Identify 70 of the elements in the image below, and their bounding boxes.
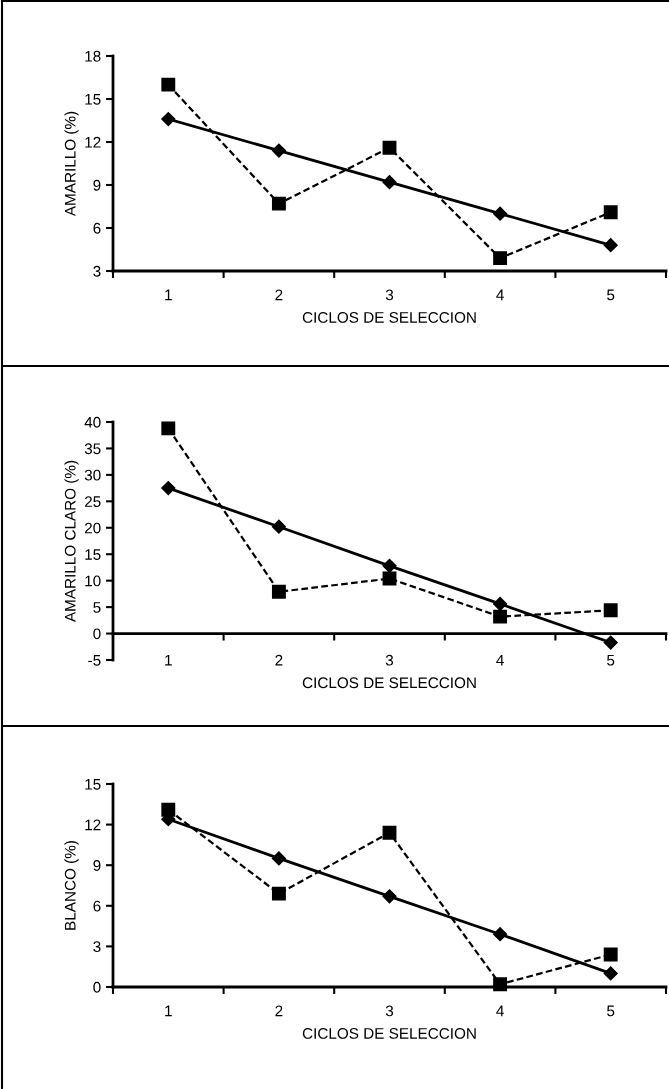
x-tick-label: 1 xyxy=(165,289,172,301)
y-axis-title: AMARILLO CLARO (%) xyxy=(64,460,79,623)
x-tick-label: 1 xyxy=(165,1005,172,1017)
point xyxy=(493,927,508,942)
point xyxy=(382,825,397,840)
point xyxy=(603,238,618,253)
y-tick-label: -5 xyxy=(88,655,101,666)
point xyxy=(271,143,286,158)
point xyxy=(271,584,286,599)
y-tick-label: 40 xyxy=(84,416,101,428)
y-tick-label: 6 xyxy=(93,900,101,912)
point xyxy=(493,609,508,624)
x-tick-label: 2 xyxy=(275,289,283,301)
y-tick-label: 30 xyxy=(84,469,101,481)
y-axis-title: AMARILLO (%) xyxy=(64,111,79,217)
point xyxy=(382,140,397,155)
point xyxy=(603,947,618,962)
y-tick-label: 15 xyxy=(85,779,101,790)
point xyxy=(161,802,176,817)
point xyxy=(382,558,397,573)
point xyxy=(603,205,618,220)
y-tick-label: 0 xyxy=(93,628,101,640)
y-tick-label: 6 xyxy=(93,222,101,234)
y-tick-label: 35 xyxy=(84,443,101,455)
point xyxy=(382,175,397,190)
y-tick-label: 9 xyxy=(93,860,101,871)
x-tick-label: 3 xyxy=(385,1005,394,1017)
x-axis-title: CICLOS DE SELECCION xyxy=(302,312,476,323)
point xyxy=(161,111,176,127)
x-tick-label: 5 xyxy=(607,289,615,301)
y-tick-label: 15 xyxy=(85,549,101,560)
point xyxy=(271,851,286,866)
y-tick-label: 3 xyxy=(93,265,101,277)
x-tick-label: 3 xyxy=(385,654,394,666)
x-tick-label: 1 xyxy=(165,654,172,666)
point xyxy=(603,603,618,618)
point xyxy=(493,206,508,221)
x-tick-label: 2 xyxy=(275,654,283,666)
x-axis-title: CICLOS DE SELECCION xyxy=(302,677,476,689)
point xyxy=(493,251,508,266)
y-tick-label: 12 xyxy=(85,819,101,831)
point xyxy=(603,966,618,981)
y-tick-label: 18 xyxy=(85,50,101,62)
x-tick-label: 5 xyxy=(607,1005,615,1017)
y-tick-label: 20 xyxy=(84,522,101,534)
y-axis-title: BLANCO (%) xyxy=(64,841,79,930)
x-tick-label: 3 xyxy=(385,289,394,301)
y-tick-label: 15 xyxy=(85,94,101,105)
x-tick-label: 4 xyxy=(496,1005,504,1017)
y-tick-label: 25 xyxy=(84,496,101,508)
y-tick-label: 3 xyxy=(93,941,101,953)
y-tick-label: 10 xyxy=(85,575,101,587)
x-tick-label: 4 xyxy=(496,289,504,301)
y-tick-label: 9 xyxy=(93,179,101,191)
point xyxy=(603,635,618,650)
point xyxy=(271,519,286,534)
x-tick-label: 2 xyxy=(275,1005,283,1017)
point xyxy=(161,481,176,496)
point xyxy=(161,421,176,436)
point xyxy=(271,886,286,901)
point xyxy=(271,196,286,211)
x-axis-title: CICLOS DE SELECCION xyxy=(302,1028,476,1039)
y-tick-label: 5 xyxy=(93,602,101,613)
point xyxy=(382,889,397,904)
x-tick-label: 5 xyxy=(607,654,615,666)
point xyxy=(161,77,176,92)
y-tick-label: 0 xyxy=(93,981,101,993)
point xyxy=(493,596,508,612)
x-tick-label: 4 xyxy=(496,654,504,666)
y-tick-label: 12 xyxy=(85,136,101,148)
